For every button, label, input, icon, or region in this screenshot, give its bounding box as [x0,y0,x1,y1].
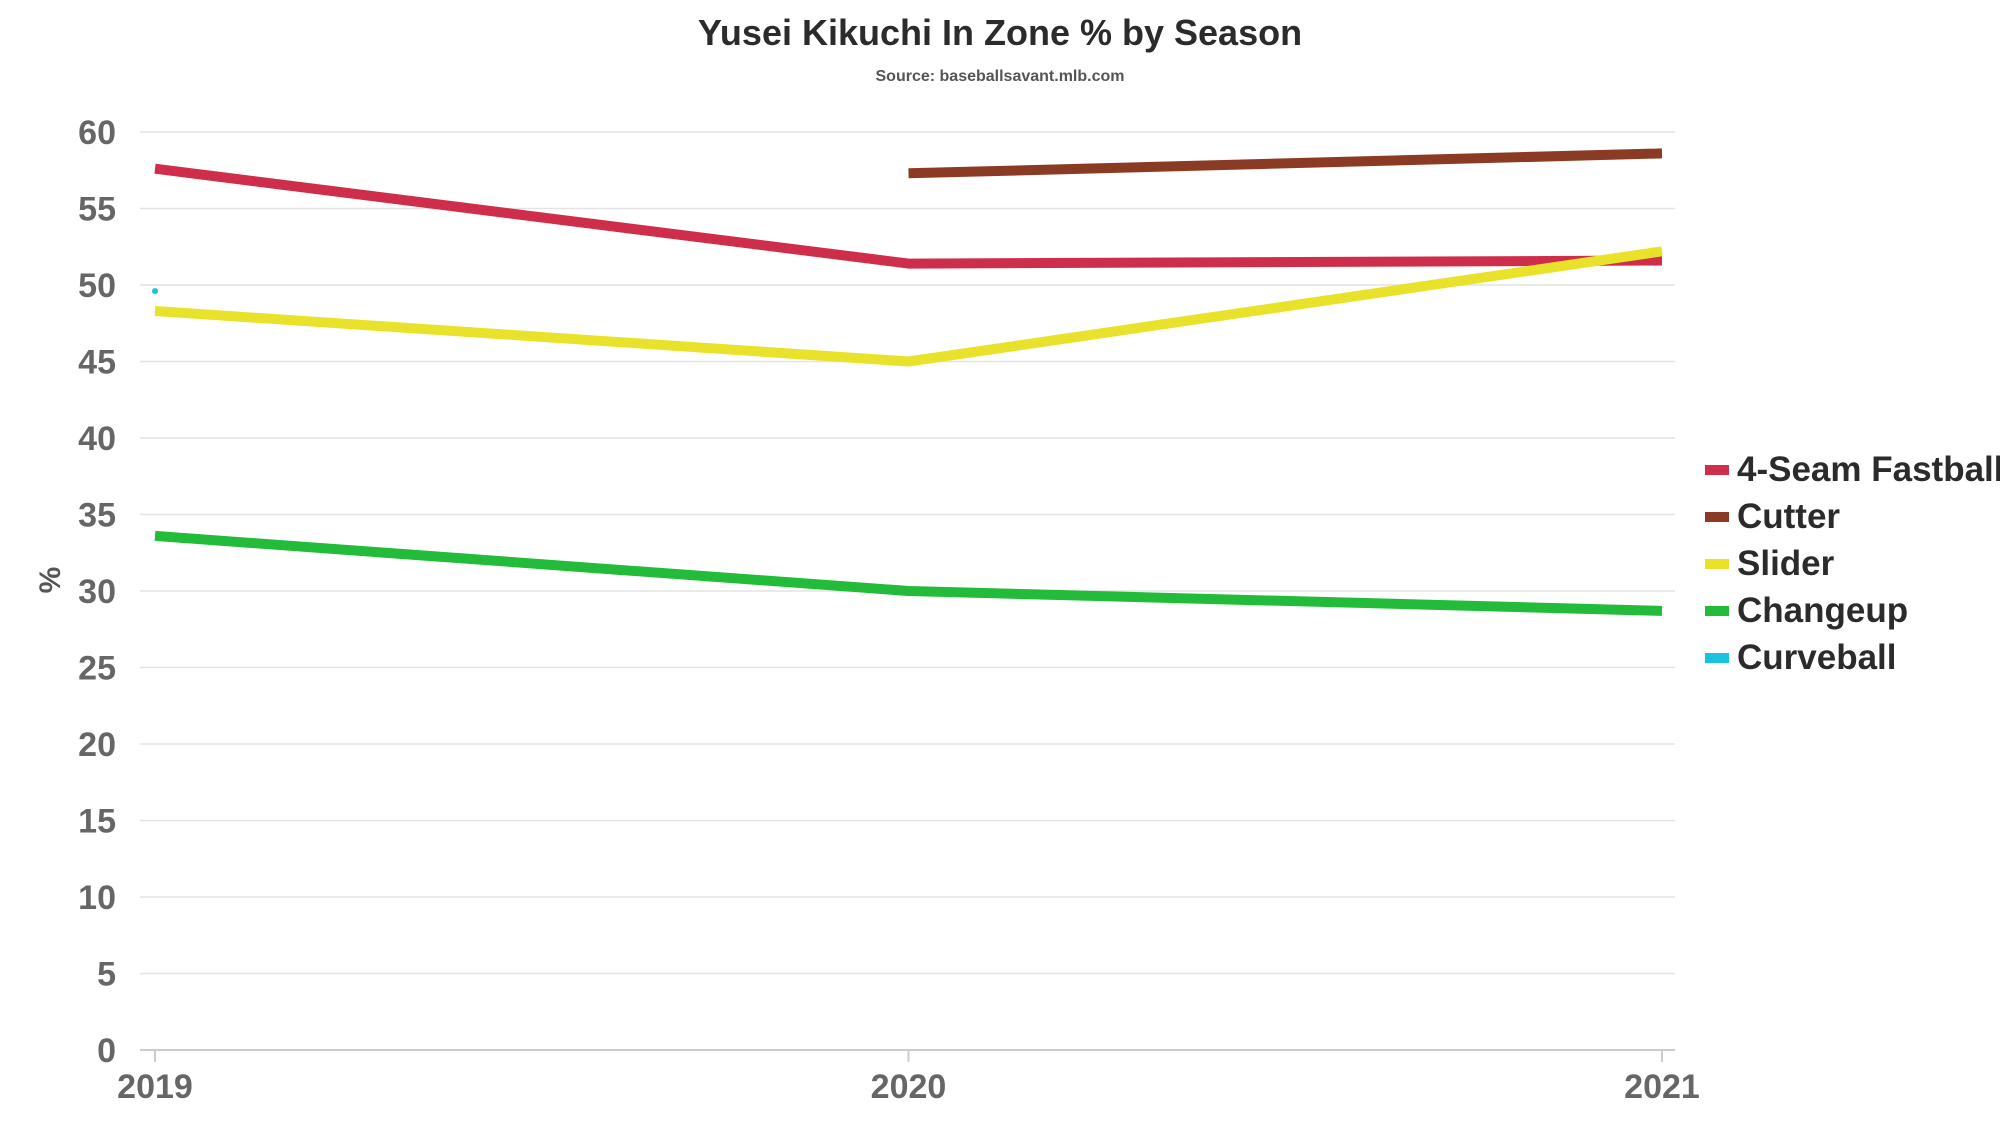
y-tick-label: 15 [78,803,116,841]
series-line-4-seam-fastball [154,163,1663,269]
axes: 0 5 10 15 20 25 30 35 40 45 50 55 60 2019 2020 2021 [78,114,1700,1106]
legend-label: Slider [1737,543,1835,583]
y-tick-label: 0 [97,1032,116,1070]
legend-item: Curveball [1705,634,2000,681]
chart-title: Yusei Kikuchi In Zone % by Season [697,12,1303,53]
series-lines [152,148,1663,616]
x-tick-label: 2020 [871,1068,947,1106]
chart-subtitle: Source: baseballsavant.mlb.com [875,68,1125,85]
y-tick-label: 20 [78,726,116,764]
legend-label: Changeup [1737,590,1909,630]
legend-item: Cutter [1705,493,2000,540]
y-tick-label: 45 [78,344,116,382]
legend-item: 4-Seam Fastball [1705,446,2000,493]
series-line-cutter [908,148,1663,179]
legend-swatch [1705,652,1729,663]
legend-swatch [1705,605,1729,616]
legend-label: 4-Seam Fastball [1737,449,2000,489]
y-tick-label: 5 [97,956,116,994]
y-tick-label: 25 [78,650,116,688]
legend-item: Slider [1705,540,2000,587]
series-point-curveball [152,288,158,295]
legend-swatch [1705,464,1729,475]
legend-swatch [1705,511,1729,522]
x-tick-label: 2019 [117,1068,193,1106]
series-line-slider [154,246,1663,367]
legend-label: Curveball [1737,637,1897,677]
series-line-changeup [154,530,1663,616]
x-tick-label: 2021 [1624,1068,1700,1106]
legend-label: Cutter [1737,496,1841,536]
y-tick-label: 30 [78,573,116,611]
y-tick-label: 55 [78,191,116,229]
y-tick-label: 10 [78,879,116,917]
legend-swatch [1705,558,1729,569]
y-axis-title: % [34,567,67,594]
y-tick-label: 50 [78,267,116,305]
legend: 4-Seam Fastball Cutter Slider Changeup Curve… [1705,446,2000,681]
legend-item: Changeup [1705,587,2000,634]
y-tick-label: 40 [78,420,116,458]
y-tick-label: 60 [78,114,116,152]
y-tick-label: 35 [78,497,116,535]
